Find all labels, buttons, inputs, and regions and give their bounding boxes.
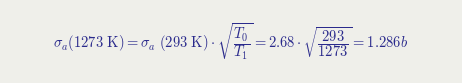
Text: $\sigma_a(1273\ \mathrm{K}) = \sigma_a\ (293\ \mathrm{K})\cdot\sqrt{\dfrac{T_0}{: $\sigma_a(1273\ \mathrm{K}) = \sigma_a\ … xyxy=(54,21,408,62)
